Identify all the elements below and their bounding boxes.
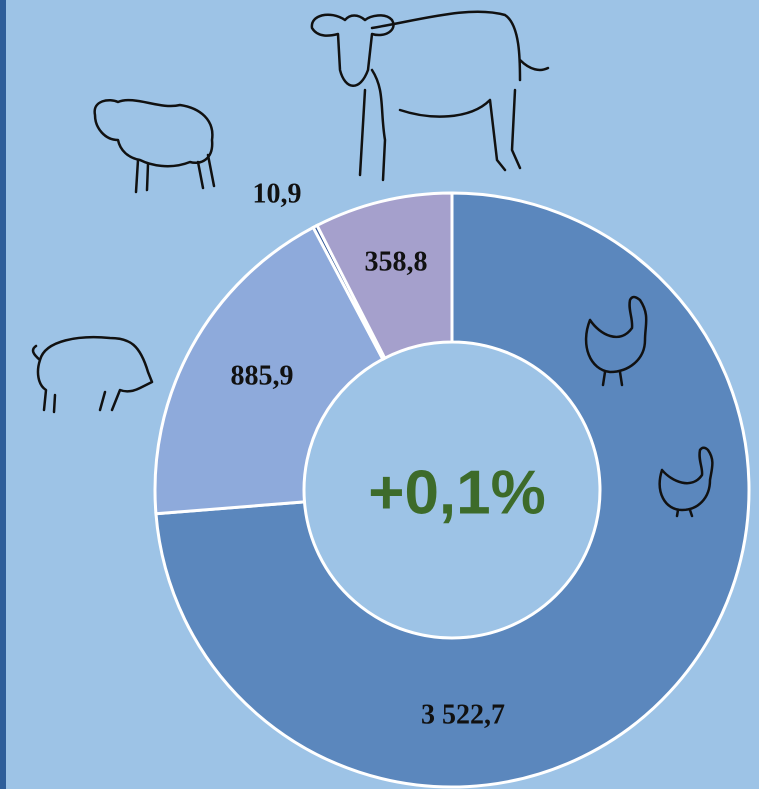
wedge [153, 225, 385, 516]
cow-icon [310, 10, 550, 182]
center-annotation: +0,1% [368, 458, 546, 527]
value-label: 358,8 [365, 246, 428, 277]
wedge [314, 191, 454, 361]
pig-icon [31, 335, 154, 414]
value-label: 3 522,7 [421, 699, 505, 730]
chicken-icon [584, 295, 714, 518]
value-label: 10,9 [253, 178, 302, 209]
edge-stripe [0, 0, 6, 789]
sheep-icon [93, 98, 216, 194]
wedge [154, 191, 751, 789]
donut [153, 191, 751, 789]
value-label: 885,9 [231, 360, 294, 391]
